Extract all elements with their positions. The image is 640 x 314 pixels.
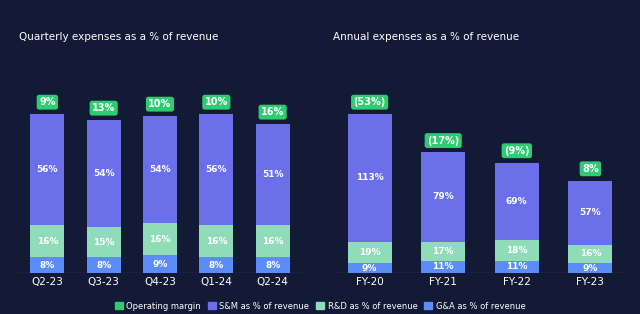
Text: 9%: 9% — [362, 263, 378, 273]
Text: (17%): (17%) — [427, 136, 460, 146]
Text: 16%: 16% — [149, 235, 171, 244]
Text: Annual expenses as a % of revenue: Annual expenses as a % of revenue — [333, 32, 519, 42]
Text: 113%: 113% — [356, 173, 383, 182]
Text: 16%: 16% — [262, 237, 284, 246]
Bar — [568, 245, 612, 263]
Text: 8%: 8% — [96, 261, 111, 270]
Bar — [495, 261, 539, 273]
Text: 79%: 79% — [433, 192, 454, 202]
Bar — [31, 225, 64, 257]
Text: (53%): (53%) — [353, 97, 386, 107]
Legend: Operating margin, S&M as % of revenue, R&D as % of revenue, G&A as % of revenue: Operating margin, S&M as % of revenue, R… — [111, 298, 529, 314]
Text: Quarterly expenses as a % of revenue: Quarterly expenses as a % of revenue — [19, 32, 219, 42]
Text: 10%: 10% — [148, 99, 172, 109]
Text: 9%: 9% — [39, 97, 56, 107]
Text: 17%: 17% — [433, 247, 454, 256]
Text: 54%: 54% — [93, 169, 115, 178]
Text: 8%: 8% — [209, 261, 224, 270]
Bar — [256, 225, 289, 257]
Text: 69%: 69% — [506, 197, 527, 206]
Bar — [256, 257, 289, 273]
Text: 16%: 16% — [205, 237, 227, 246]
Bar — [87, 120, 120, 227]
Bar — [31, 114, 64, 225]
Text: 16%: 16% — [580, 250, 601, 258]
Bar — [495, 241, 539, 261]
Bar — [200, 225, 233, 257]
Text: 15%: 15% — [93, 238, 115, 247]
Text: 19%: 19% — [359, 248, 380, 257]
Text: 18%: 18% — [506, 246, 527, 255]
Text: 16%: 16% — [36, 237, 58, 246]
Bar — [495, 163, 539, 241]
Bar — [568, 263, 612, 273]
Text: 8%: 8% — [265, 261, 280, 270]
Bar — [568, 181, 612, 245]
Text: (9%): (9%) — [504, 146, 529, 156]
Text: 10%: 10% — [205, 97, 228, 107]
Bar — [143, 224, 177, 255]
Bar — [143, 255, 177, 273]
Text: 51%: 51% — [262, 170, 284, 179]
Bar — [348, 114, 392, 241]
Text: 9%: 9% — [582, 263, 598, 273]
Text: 9%: 9% — [152, 260, 168, 269]
Text: 56%: 56% — [205, 165, 227, 174]
Text: 54%: 54% — [149, 165, 171, 174]
Bar — [348, 263, 392, 273]
Bar — [256, 124, 289, 225]
Bar — [421, 241, 465, 261]
Bar — [421, 152, 465, 241]
Text: 57%: 57% — [580, 208, 601, 217]
Bar — [421, 261, 465, 273]
Bar — [87, 227, 120, 257]
Text: 11%: 11% — [506, 263, 527, 272]
Text: 8%: 8% — [582, 164, 598, 174]
Bar — [31, 257, 64, 273]
Bar — [200, 257, 233, 273]
Text: 8%: 8% — [40, 261, 55, 270]
Bar — [348, 241, 392, 263]
Bar — [200, 114, 233, 225]
Bar — [87, 257, 120, 273]
Bar — [143, 116, 177, 224]
Text: 13%: 13% — [92, 103, 115, 113]
Text: 11%: 11% — [433, 263, 454, 272]
Text: 56%: 56% — [36, 165, 58, 174]
Text: 16%: 16% — [261, 107, 284, 117]
